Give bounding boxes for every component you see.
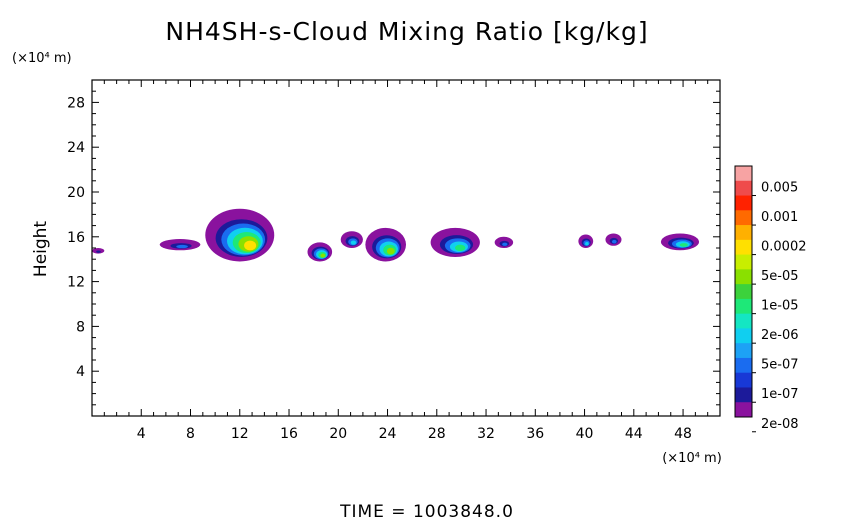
y-axis-label: Height (31, 221, 51, 278)
x-tick-label: 4 (137, 426, 146, 442)
colorbar-swatch (735, 269, 752, 285)
colorbar-label: 5e-07 (761, 358, 799, 373)
x-tick-label: 36 (526, 426, 544, 442)
chart-title: NH4SH-s-Cloud Mixing Ratio [kg/kg] (165, 17, 648, 46)
cloud-cell (605, 233, 622, 246)
colorbar-swatch (735, 328, 752, 344)
y-tick-label: 8 (76, 319, 85, 335)
cloud-layer (96, 250, 101, 253)
cloud-layer (585, 242, 589, 246)
cloud-cell (365, 227, 406, 262)
cloud-layer (176, 244, 188, 249)
x-tick-label: 20 (329, 426, 347, 442)
colorbar-swatch (735, 254, 752, 270)
x-tick-label: 32 (477, 426, 495, 442)
y-tick-label: 20 (67, 185, 85, 201)
x-tick-label: 16 (280, 426, 298, 442)
x-tick-label: 28 (428, 426, 446, 442)
colorbar-swatch (735, 225, 752, 241)
cloud-cell (307, 242, 333, 262)
colorbar-swatch (735, 402, 752, 418)
x-tick-label: 48 (674, 426, 692, 442)
colorbar-frame (734, 165, 753, 418)
x-axis-unit: (×10⁴ m) (662, 451, 722, 466)
x-tick-label: 40 (576, 426, 594, 442)
cloud-layer (386, 247, 395, 255)
cloud-layer (502, 242, 508, 246)
cloud-cell (494, 236, 514, 248)
x-tick-label: 24 (379, 426, 397, 442)
cloud-cell (159, 239, 201, 251)
cloud-cell (340, 231, 363, 249)
cloud-layer (611, 239, 617, 244)
colorbar-swatch (735, 195, 752, 211)
colorbar-label: 2e-08 (761, 417, 799, 432)
colorbar: 0.005 0.001 0.0002 5e-05 1e-05 2e-06 5e-07 1e-0… (734, 165, 807, 433)
colorbar-swatch (735, 372, 752, 388)
colorbar-label: 0.001 (761, 210, 798, 225)
cloud-layer (679, 243, 688, 247)
cloud-layer (320, 253, 326, 258)
colorbar-label: 0.005 (761, 181, 798, 196)
y-tick-label: 4 (76, 364, 85, 380)
colorbar-label: 1e-05 (761, 299, 799, 314)
colorbar-swatch (735, 210, 752, 226)
cloud-cell (578, 234, 594, 248)
y-axis-unit: (×10⁴ m) (12, 51, 72, 66)
cloud-cell (660, 233, 700, 251)
colorbar-swatch (735, 313, 752, 329)
colorbar-label: 5e-05 (761, 269, 799, 284)
cloud-cell (205, 208, 275, 262)
colorbar-swatch (735, 387, 752, 403)
colorbar-label: 0.0002 (761, 240, 807, 255)
colorbar-label: 2e-06 (761, 328, 799, 343)
y-tick-label: 28 (67, 95, 85, 111)
y-tick-label: 12 (67, 275, 85, 291)
cloud-layer (350, 240, 357, 245)
colorbar-swatch (735, 284, 752, 300)
colorbar-swatch (735, 166, 752, 182)
cloud-field (92, 208, 700, 262)
time-label: TIME = 1003848.0 (339, 502, 514, 519)
cloud-layer (454, 244, 466, 252)
y-tick-label: 24 (67, 140, 85, 156)
y-tick-label: 16 (67, 230, 85, 246)
colorbar-swatch (735, 298, 752, 315)
colorbar-label: 1e-07 (761, 387, 799, 402)
x-tick-label: 12 (231, 426, 249, 442)
colorbar-swatch (735, 180, 752, 197)
cloud-layer (244, 240, 257, 251)
x-tick-label: 8 (186, 426, 195, 442)
colorbar-swatch (735, 357, 752, 374)
colorbar-swatch (735, 239, 752, 256)
cloud-cell (430, 227, 480, 257)
cloud-cell (92, 248, 105, 254)
x-tick-label: 44 (625, 426, 643, 442)
colorbar-swatch (735, 343, 752, 359)
